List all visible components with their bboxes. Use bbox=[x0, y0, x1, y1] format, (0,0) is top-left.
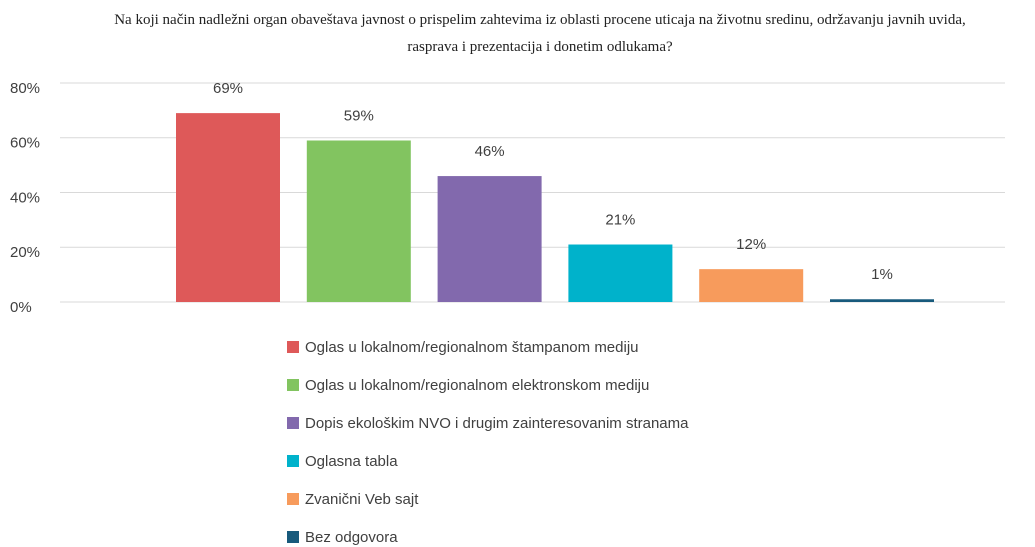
y-tick-label: 20% bbox=[10, 244, 40, 261]
chart-title: Na koji način nadležni organ obaveštava … bbox=[114, 12, 966, 55]
bar bbox=[176, 113, 280, 302]
legend-swatch bbox=[287, 493, 299, 505]
data-label: 69% bbox=[213, 80, 243, 97]
legend-swatch bbox=[287, 341, 299, 353]
legend-swatch bbox=[287, 455, 299, 467]
data-label: 46% bbox=[475, 143, 505, 160]
data-label: 1% bbox=[871, 266, 893, 283]
legend-label: Oglas u lokalnom/regionalnom štampanom m… bbox=[305, 339, 639, 356]
bar bbox=[830, 299, 934, 302]
legend-label: Dopis ekološkim NVO i drugim zainteresov… bbox=[305, 415, 689, 432]
bar bbox=[306, 140, 411, 302]
bar bbox=[699, 269, 804, 302]
data-label: 12% bbox=[736, 236, 766, 253]
legend-swatch bbox=[287, 531, 299, 543]
data-label: 21% bbox=[605, 211, 635, 228]
legend-swatch bbox=[287, 379, 299, 391]
y-tick-label: 60% bbox=[10, 135, 40, 152]
bar bbox=[437, 176, 542, 302]
y-tick-label: 80% bbox=[10, 80, 40, 97]
legend-label: Oglasna tabla bbox=[305, 453, 398, 470]
legend-swatch bbox=[287, 417, 299, 429]
legend-label: Zvanični Veb sajt bbox=[305, 491, 419, 508]
bar bbox=[568, 244, 673, 302]
y-tick-label: 0% bbox=[10, 299, 32, 316]
data-label: 59% bbox=[344, 107, 374, 124]
legend-label: Oglas u lokalnom/regionalnom elektronsko… bbox=[305, 377, 649, 394]
legend-label: Bez odgovora bbox=[305, 529, 398, 546]
y-tick-label: 40% bbox=[10, 189, 40, 206]
